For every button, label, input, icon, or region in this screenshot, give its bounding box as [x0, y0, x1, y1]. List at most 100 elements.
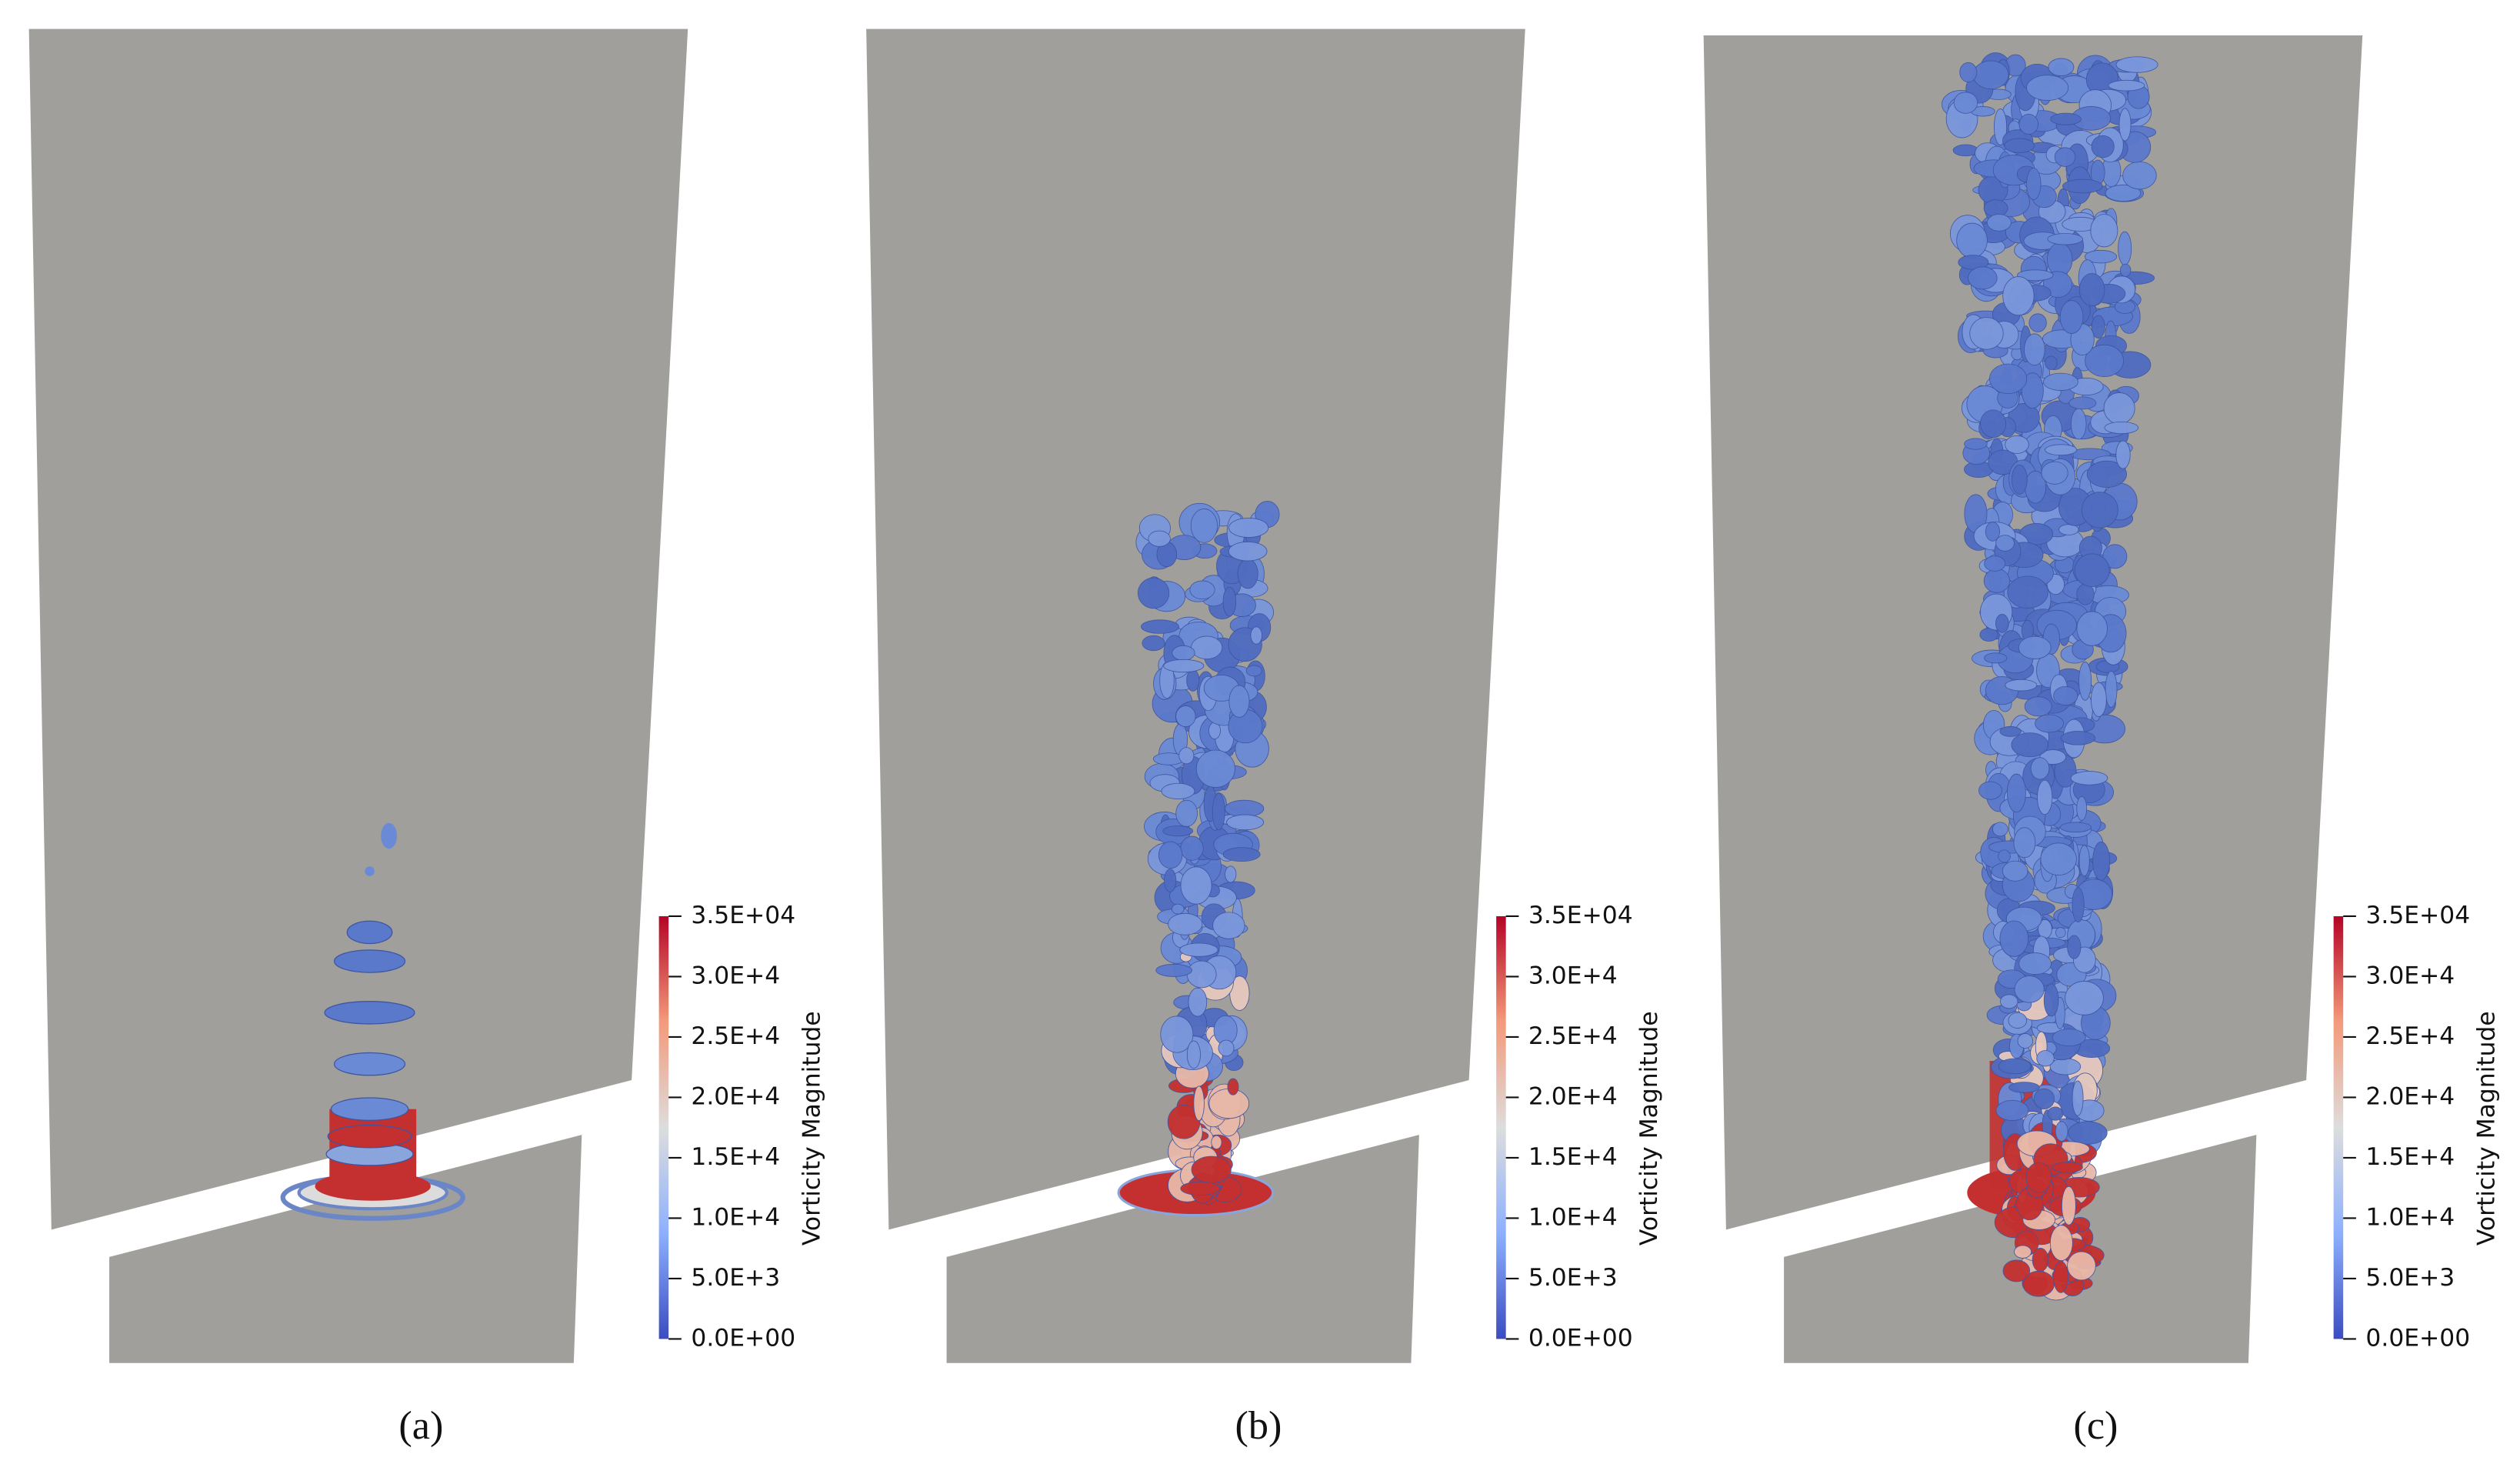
vortex-blob [2067, 935, 2082, 959]
vortex-blob [2081, 492, 2118, 529]
colorbar-tick-label: 1.0E+4 [2365, 1203, 2455, 1231]
colorbar-title: Vorticity Magnitude [1635, 1011, 1663, 1246]
colorbar-tick-label: 2.5E+4 [691, 1022, 780, 1050]
vortex-ring [330, 1097, 409, 1121]
vortex-blob [1178, 747, 1195, 765]
vortex-blob [2060, 822, 2092, 833]
panel-label: (a) [398, 1403, 443, 1448]
vortex-blob [1986, 214, 2012, 232]
vortex-blob [1237, 559, 1258, 589]
wall-lower [109, 1135, 582, 1363]
vortex-blob [2005, 435, 2029, 454]
vortex-blob [1972, 60, 2009, 89]
vortex-blob [1189, 580, 1215, 600]
vortex-blob [2065, 980, 2104, 1015]
vortex-blob [2102, 544, 2128, 569]
vortex-blob [1141, 619, 1179, 634]
vortex-blob [1167, 1104, 1201, 1139]
vortex-blob [1228, 518, 1269, 538]
vortex-blob [2018, 952, 2052, 975]
vortex-ring [333, 949, 406, 973]
vortex-blob [1161, 782, 1195, 799]
vortex-blob [1989, 363, 2028, 395]
colorbar [1496, 915, 1506, 1339]
vortex-blob [2005, 679, 2038, 692]
panel: 0.0E+00 5.0E+3 1.0E+4 1.5E+4 2.0E+4 2.5E+4 3.0… [28, 28, 826, 1448]
vortex-blob [2049, 1058, 2082, 1075]
vortex-blob [1983, 569, 2011, 593]
colorbar-tick-label: 5.0E+3 [691, 1264, 780, 1292]
vortex-blob [1985, 522, 2001, 542]
vortex-blob [1999, 725, 2022, 737]
vortex-blob [1222, 586, 1237, 617]
vortex-blob [2072, 1080, 2084, 1116]
vortex-blob [1208, 1088, 1250, 1119]
vortex-blob [1992, 822, 2008, 837]
vortex-blob [1168, 912, 1203, 935]
vortex-blob [2091, 315, 2105, 339]
vortex-blob [2008, 1012, 2028, 1029]
vortex-blob [2030, 757, 2050, 780]
vortex-blob [1225, 865, 1237, 883]
colorbar [2333, 915, 2344, 1339]
vortex-blob [2122, 161, 2157, 190]
vortex-blob [1193, 1085, 1205, 1122]
colorbar-tick-label: 1.5E+4 [2365, 1143, 2455, 1171]
vortex-blob [2043, 983, 2059, 1017]
vortex-blob [2026, 168, 2042, 200]
vortex-blob [1180, 866, 1212, 905]
vortex-ring [327, 1124, 412, 1149]
colorbar-tick-label: 3.0E+4 [691, 962, 780, 989]
vortex-blob [2052, 1162, 2083, 1173]
colorbar-tick-label: 1.5E+4 [691, 1143, 780, 1171]
vortex-blob [1952, 144, 1978, 157]
colorbar-tick-label: 1.5E+4 [1528, 1143, 1618, 1171]
colorbar-tick-label: 0.0E+00 [2365, 1324, 2470, 1352]
vortex-blob [2024, 333, 2045, 366]
vortex-blob [2074, 553, 2110, 588]
vortex-blob [2105, 185, 2142, 202]
vortex-blob [1222, 847, 1261, 862]
vortex-blob [2006, 773, 2026, 813]
vortex-blob [1964, 438, 1988, 450]
vortex-blob [1188, 987, 1208, 1017]
vortex-blob [2118, 108, 2132, 142]
panel: 0.0E+00 5.0E+3 1.0E+4 1.5E+4 2.0E+4 2.5E+4 3.0… [866, 28, 1663, 1448]
vortex-blob [2011, 732, 2049, 758]
vortex-blob [1995, 1099, 2029, 1121]
colorbar-title: Vorticity Magnitude [798, 1011, 826, 1246]
colorbar-tick-label: 3.0E+4 [1528, 962, 1618, 989]
vortex-blob [2021, 372, 2044, 409]
vortex-blob [1155, 963, 1192, 977]
vortex-blob [1158, 841, 1183, 869]
vortex-blob [2049, 1225, 2073, 1262]
vortex-blob [2004, 138, 2035, 153]
panel-label: (b) [1235, 1403, 1282, 1448]
vortex-blob [1148, 530, 1171, 547]
vortex-blob [365, 866, 375, 876]
vortex-blob [2018, 635, 2052, 659]
vortex-blob [2013, 827, 2036, 859]
colorbar-tick-label: 1.0E+4 [691, 1203, 780, 1231]
colorbar-tick-label: 2.5E+4 [1528, 1022, 1618, 1050]
vortex-blob [2002, 860, 2028, 882]
vortex-blob [1191, 635, 1223, 660]
vortex-blob [1968, 266, 1998, 290]
vortex-blob [2068, 396, 2097, 410]
vortex-ring [324, 1001, 415, 1025]
vortex-blob [2048, 58, 2075, 77]
vortex-blob [1179, 942, 1218, 957]
colorbar-title: Vorticity Magnitude [2473, 1011, 2501, 1246]
vortex-blob [1983, 199, 2008, 217]
colorbar [658, 915, 669, 1339]
vortex-blob [2061, 1186, 2076, 1226]
vortex-blob [1171, 903, 1185, 915]
vortex-blob [2070, 408, 2087, 440]
vortex-blob [2045, 355, 2058, 370]
vortex-blob [2059, 300, 2084, 334]
vortex-blob [2014, 975, 2045, 1003]
vortex-blob [1979, 409, 2007, 439]
vortex-blob [2104, 421, 2139, 435]
vortex-blob [2115, 440, 2131, 469]
